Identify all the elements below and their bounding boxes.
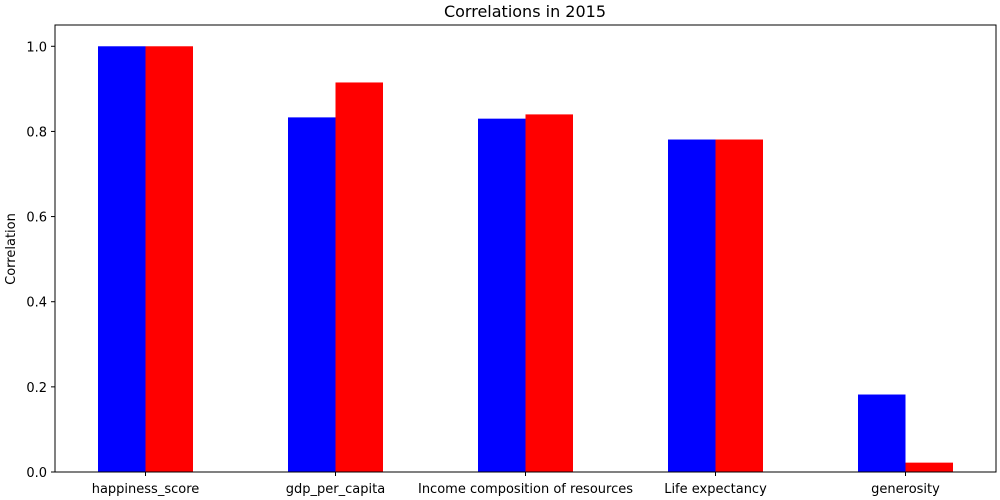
chart-title: Correlations in 2015 [444,2,606,21]
y-tick-label: 0.2 [26,381,47,396]
y-tick-label: 0.6 [26,211,47,226]
bar-life-expectancy-series-1 [668,139,716,472]
bar-happiness-score-series-2 [145,46,193,473]
bar-income-composition-of-resources-series-2 [525,114,573,473]
plot-frame [54,24,997,473]
x-tick-label: Income composition of resources [418,482,633,497]
bar-generosity-series-1 [858,394,906,472]
bar-gdp-per-capita-series-2 [335,82,383,472]
x-ticks-group: happiness_score gdp_per_capita Income comp… [92,472,940,497]
y-tick-label: 1.0 [26,40,47,55]
bar-life-expectancy-series-2 [715,139,763,472]
y-ticks-group: 0.0 0.2 0.4 0.6 0.8 1.0 [26,40,55,481]
bar-gdp-per-capita-series-1 [288,117,336,472]
bar-happiness-score-series-1 [98,46,146,473]
y-axis-label: Correlation [4,213,19,285]
bar-income-composition-of-resources-series-1 [478,118,526,473]
bars-group [98,46,953,473]
y-tick-label: 0.0 [26,466,47,481]
x-tick-label: happiness_score [92,482,200,497]
x-tick-label: gdp_per_capita [286,482,385,497]
y-tick-label: 0.8 [26,125,47,140]
x-tick-label: Life expectancy [664,482,767,497]
x-tick-label: generosity [871,482,940,497]
y-tick-label: 0.4 [26,296,47,311]
bar-generosity-series-2 [905,462,953,472]
